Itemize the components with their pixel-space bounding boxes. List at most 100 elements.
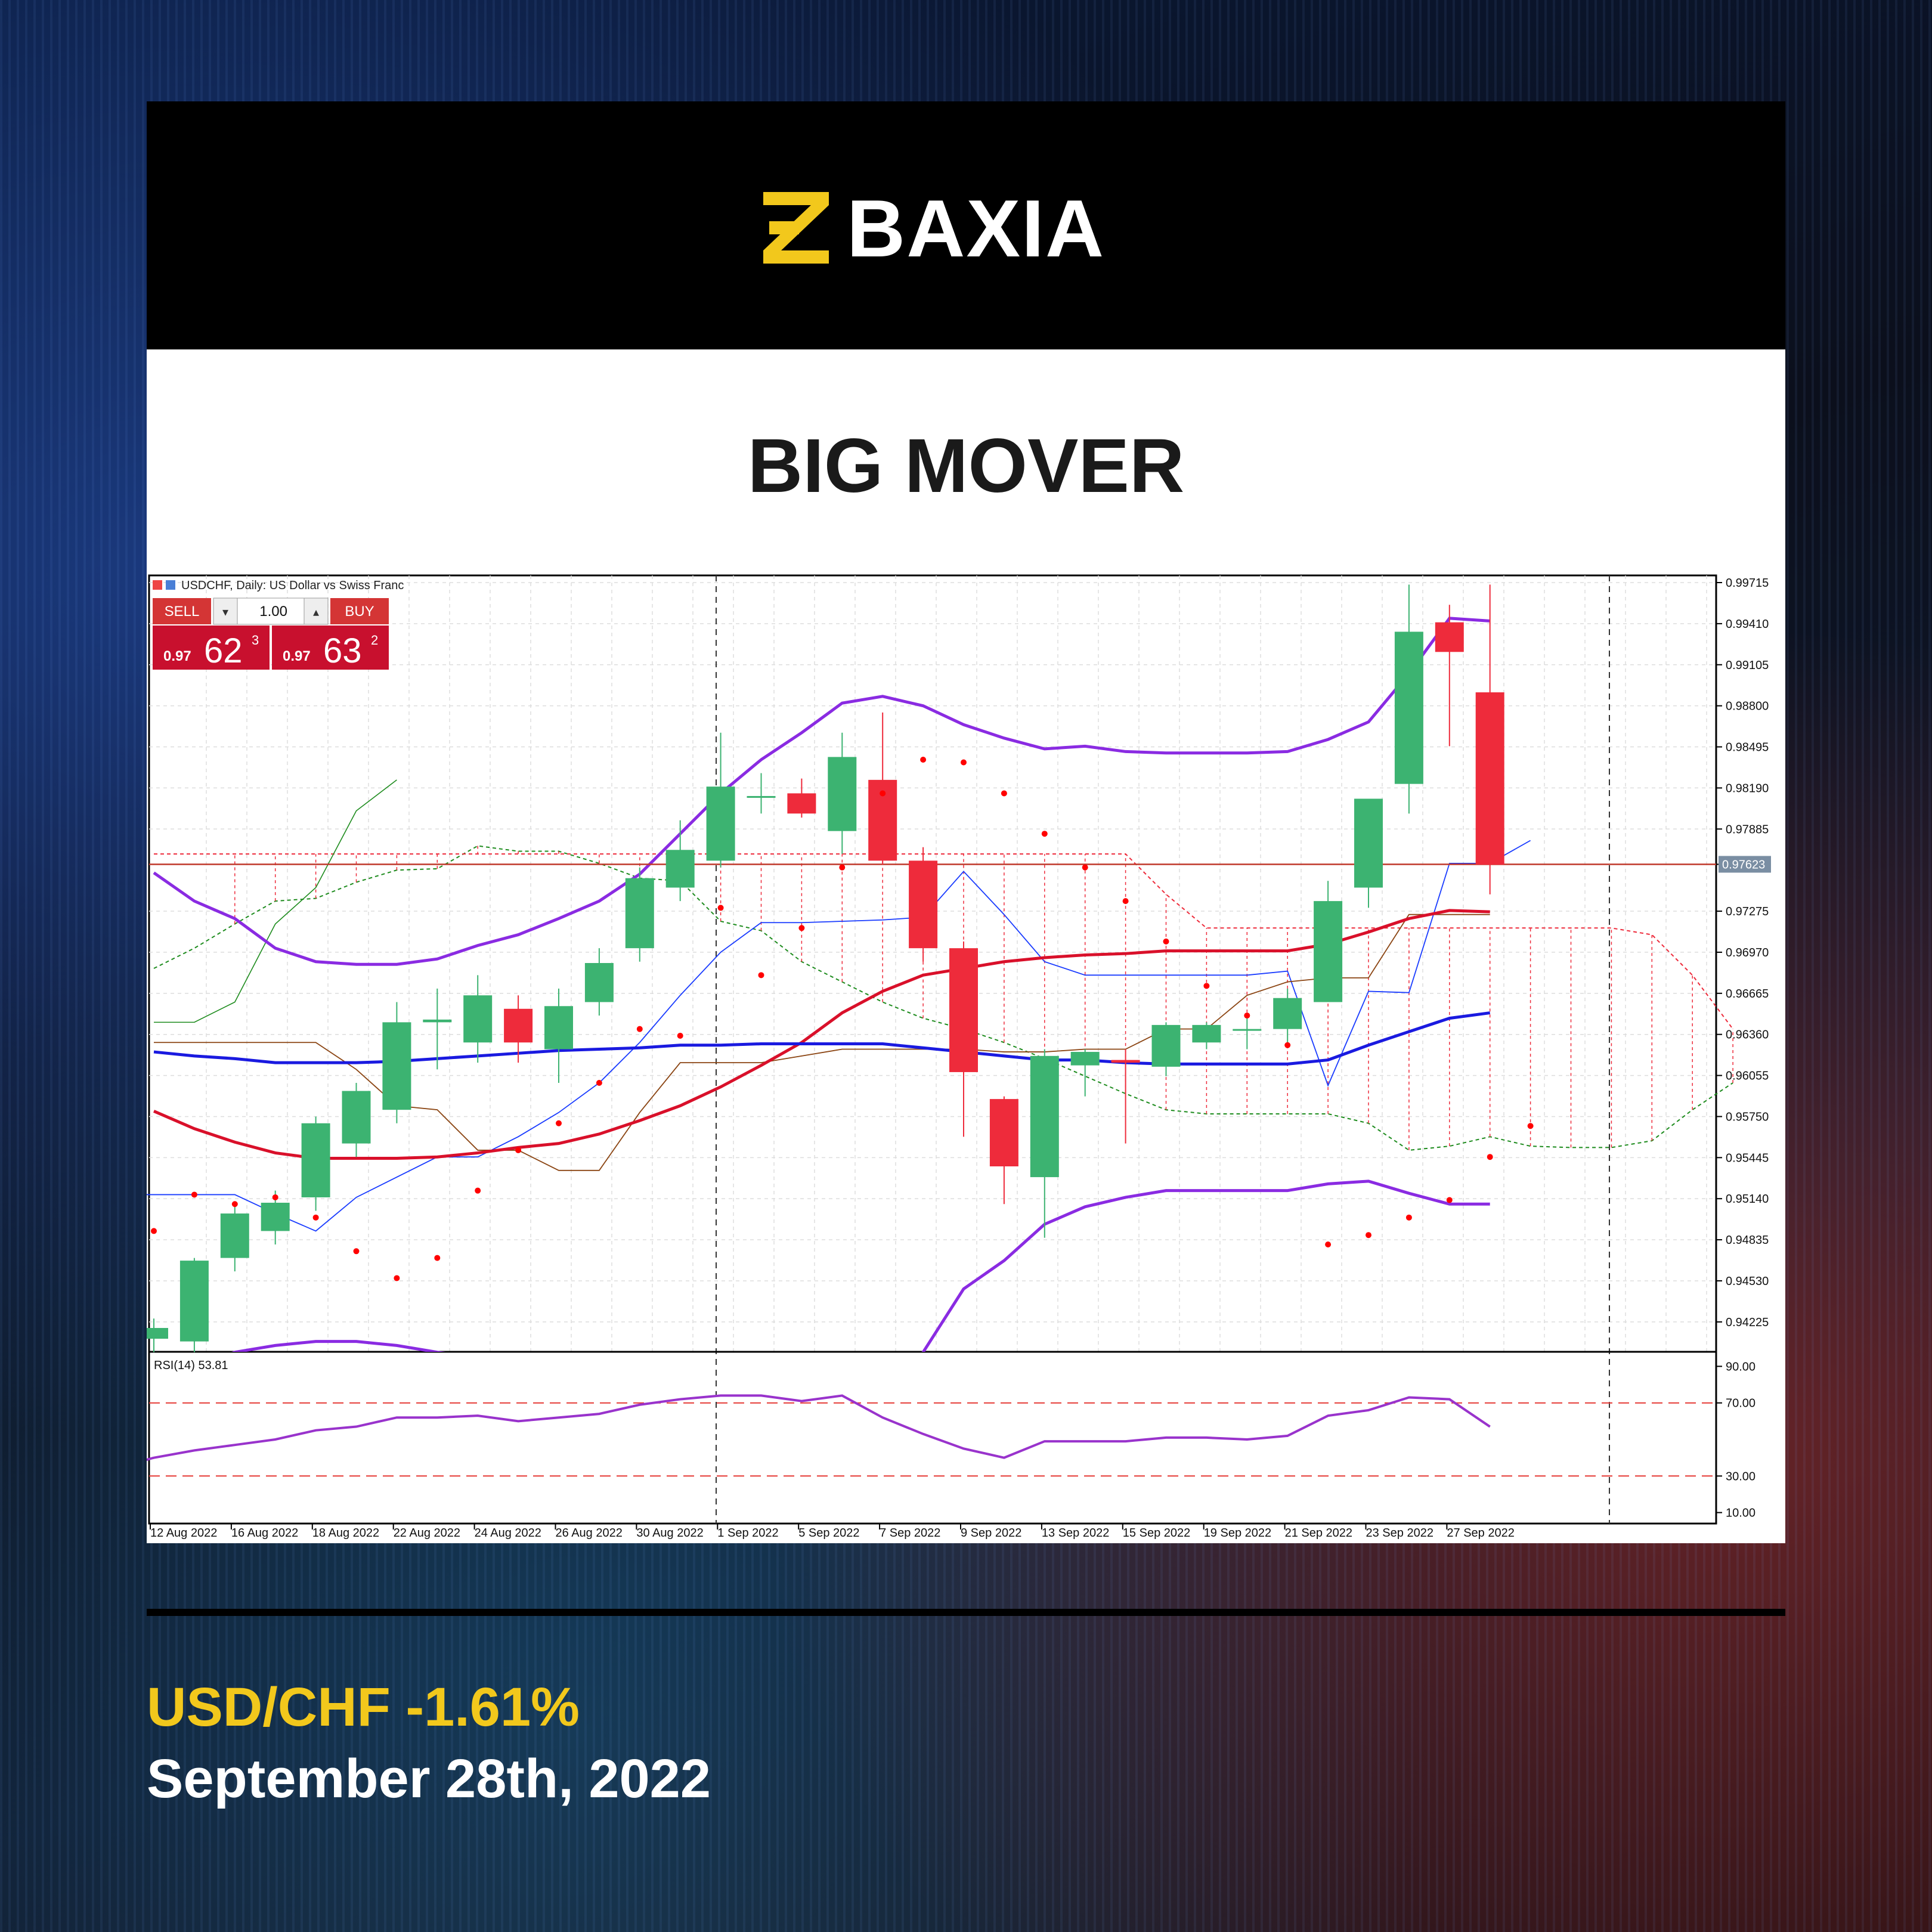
candle-body xyxy=(544,1006,573,1049)
sar-dot xyxy=(798,925,805,931)
sell-button[interactable] xyxy=(153,598,211,624)
price-tick-label: 0.99105 xyxy=(1726,659,1769,672)
candle-body xyxy=(1070,1052,1100,1066)
date-tick-label: 24 Aug 2022 xyxy=(475,1527,541,1540)
sar-dot xyxy=(1325,1241,1332,1248)
sell-label: SELL xyxy=(165,603,200,620)
candle-body xyxy=(220,1213,249,1258)
chevron-down-icon: ▾ xyxy=(222,606,228,619)
candle-body xyxy=(747,795,776,798)
candle-body xyxy=(1314,901,1343,1002)
sar-dot xyxy=(1082,864,1088,871)
buy-button[interactable] xyxy=(330,598,389,624)
date-tick-label: 9 Sep 2022 xyxy=(961,1527,1021,1540)
date-tick-label: 15 Sep 2022 xyxy=(1123,1527,1190,1540)
lot-input[interactable] xyxy=(237,597,305,625)
sar-dot xyxy=(1527,1123,1534,1129)
price-tick-label: 0.95140 xyxy=(1726,1193,1769,1206)
candle-body xyxy=(342,1091,371,1144)
candle-body xyxy=(1030,1055,1059,1178)
candle-body xyxy=(463,995,493,1043)
date-axis: 12 Aug 2022 16 Aug 2022 18 Aug 2022 22 Aug … xyxy=(150,1524,1515,1540)
sar-dot xyxy=(880,790,886,797)
lot-increase-button[interactable] xyxy=(304,597,329,625)
candle-body xyxy=(147,1328,168,1339)
price-tick-label: 0.96360 xyxy=(1726,1029,1769,1042)
headline: BIG MOVER xyxy=(747,423,1185,509)
date-tick-label: 22 Aug 2022 xyxy=(394,1527,460,1540)
price-tick-label: 0.97275 xyxy=(1726,905,1769,918)
candle-body xyxy=(1435,622,1464,652)
sell-price-box[interactable] xyxy=(153,626,270,670)
senkou-span-a xyxy=(153,845,1733,1151)
chikou-span xyxy=(154,779,397,1023)
kijun-sen xyxy=(154,914,1490,1171)
sar-dot xyxy=(1041,831,1048,837)
candle-body xyxy=(949,948,978,1072)
sar-dot xyxy=(1487,1154,1493,1160)
rsi-tick-label: 70.00 xyxy=(1726,1397,1755,1410)
sar-dot xyxy=(1244,1013,1250,1019)
rsi-tick-label: 90.00 xyxy=(1726,1360,1755,1373)
candle-body xyxy=(665,850,695,888)
moving-average-red xyxy=(153,909,1490,1160)
rsi-panel: RSI(14) 53.81 90.00 70.00 30.00 10.00 xyxy=(147,1359,1755,1520)
price-tick-label: 0.99410 xyxy=(1726,618,1769,631)
rsi-tick-label: 10.00 xyxy=(1726,1507,1755,1520)
sar-dot xyxy=(596,1079,602,1086)
candle-body xyxy=(828,757,857,831)
chart-title: USDCHF, Daily: US Dollar vs Swiss Franc xyxy=(181,579,404,592)
sar-dot xyxy=(151,1228,157,1234)
date-tick-label: 19 Sep 2022 xyxy=(1204,1527,1271,1540)
candle-body xyxy=(787,793,816,814)
price-tick-label: 0.96055 xyxy=(1726,1070,1769,1083)
candle-body xyxy=(1233,1029,1262,1031)
buy-price-box[interactable] xyxy=(272,626,389,670)
candle-body xyxy=(989,1099,1018,1167)
rsi-line xyxy=(147,1394,1491,1461)
chevron-up-icon: ▴ xyxy=(313,606,319,619)
sar-dot xyxy=(717,905,724,911)
price-tick-label: 0.98495 xyxy=(1726,741,1769,754)
date-tick-label: 18 Aug 2022 xyxy=(312,1527,379,1540)
sell-price-prefix: 0.97 xyxy=(163,648,191,664)
brand-name: BAXIA xyxy=(847,183,1106,274)
sell-price-sup: 3 xyxy=(252,633,259,648)
candle-body xyxy=(1273,998,1302,1029)
moving-average-blue xyxy=(153,1011,1491,1066)
date-tick-label: 13 Sep 2022 xyxy=(1042,1527,1109,1540)
sar-dot xyxy=(191,1191,197,1198)
sar-dot xyxy=(839,864,846,871)
bollinger-upper xyxy=(153,617,1490,966)
buy-label: BUY xyxy=(345,603,374,620)
candle-body xyxy=(261,1202,290,1231)
price-tick-label: 0.96665 xyxy=(1726,987,1769,1001)
sar-dot xyxy=(475,1187,481,1194)
one-click-trading-panel[interactable]: SELL ▾ 1.00 ▴ BUY 0.97 62 3 0.97 63 2 xyxy=(153,597,389,670)
current-price-label: 0.97623 xyxy=(1722,858,1765,871)
candle-body xyxy=(382,1022,411,1110)
candle-body xyxy=(1111,1060,1140,1063)
date-tick-label: 30 Aug 2022 xyxy=(636,1527,703,1540)
date-tick-label: 23 Sep 2022 xyxy=(1366,1527,1433,1540)
candle-body xyxy=(423,1019,452,1023)
sar-dot xyxy=(231,1201,238,1208)
rsi-tick-label: 30.00 xyxy=(1726,1470,1755,1483)
candle-body xyxy=(706,787,735,861)
candle-body xyxy=(1151,1024,1181,1067)
date-tick-label: 16 Aug 2022 xyxy=(231,1527,298,1540)
sar-dot xyxy=(1366,1232,1371,1239)
sar-dot xyxy=(636,1026,643,1032)
price-tick-label: 0.98190 xyxy=(1726,782,1769,795)
baxia-logo-icon xyxy=(763,192,829,264)
sar-dot xyxy=(556,1120,562,1126)
sar-dot xyxy=(961,759,967,766)
sar-dot xyxy=(920,756,927,763)
candle-body xyxy=(1475,692,1504,865)
sar-dot xyxy=(272,1194,278,1200)
ichimoku-overlay xyxy=(147,779,1733,1232)
date-tick-label: 1 Sep 2022 xyxy=(717,1527,778,1540)
sar-dot xyxy=(1163,938,1169,945)
price-tick-label: 0.95445 xyxy=(1726,1151,1769,1165)
candle-body xyxy=(909,860,938,949)
